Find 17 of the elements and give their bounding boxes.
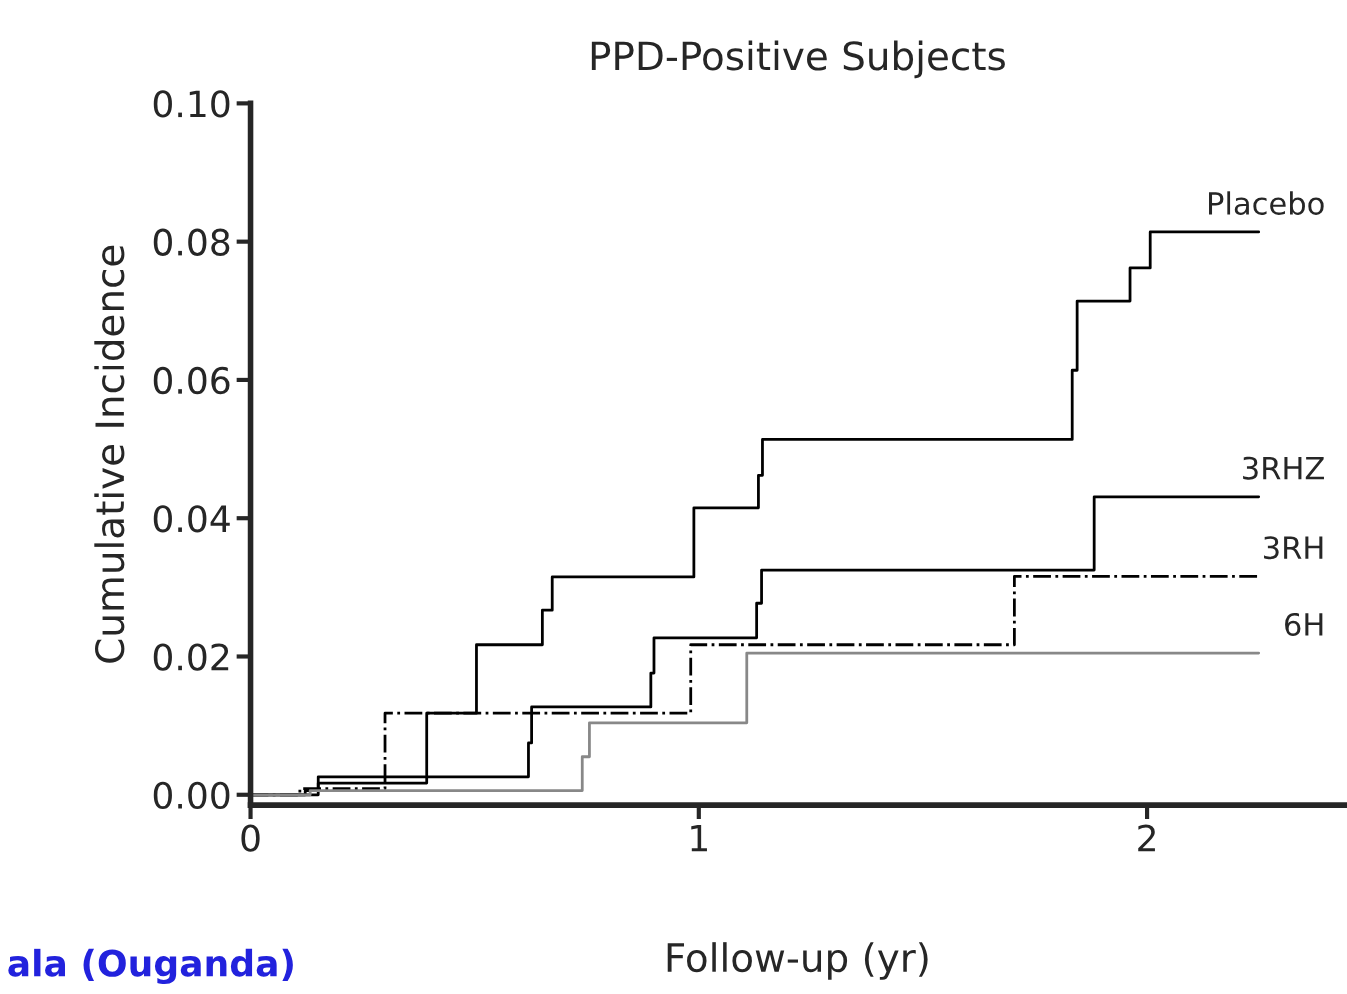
- y-tick-label: 0.08: [153, 228, 230, 256]
- text: ala (Ouganda): [8, 948, 293, 985]
- y-tick-label: 0.00: [153, 781, 230, 809]
- y-tick-label: 0.10: [153, 90, 230, 118]
- x-tick-label: 1: [691, 825, 707, 852]
- y-tick-label: 0.02: [153, 643, 229, 671]
- chart-title: PPD-Positive Subjects: [591, 40, 1005, 79]
- series-label: 3RH: [1264, 536, 1323, 560]
- series-label: Placebo: [1209, 191, 1324, 215]
- x-tick-label: 0: [241, 824, 260, 852]
- y-tick-label: 0.04: [153, 505, 230, 533]
- series-label: 3RHZ: [1243, 456, 1324, 480]
- series-label: 6H: [1285, 612, 1323, 636]
- x-axis-title: Follow-up (yr): [667, 942, 928, 980]
- y-axis-title: Cumulative Incidence: [94, 245, 125, 663]
- y-tick-label: 0.06: [153, 366, 230, 395]
- x-tick-label: 2: [1138, 824, 1155, 852]
